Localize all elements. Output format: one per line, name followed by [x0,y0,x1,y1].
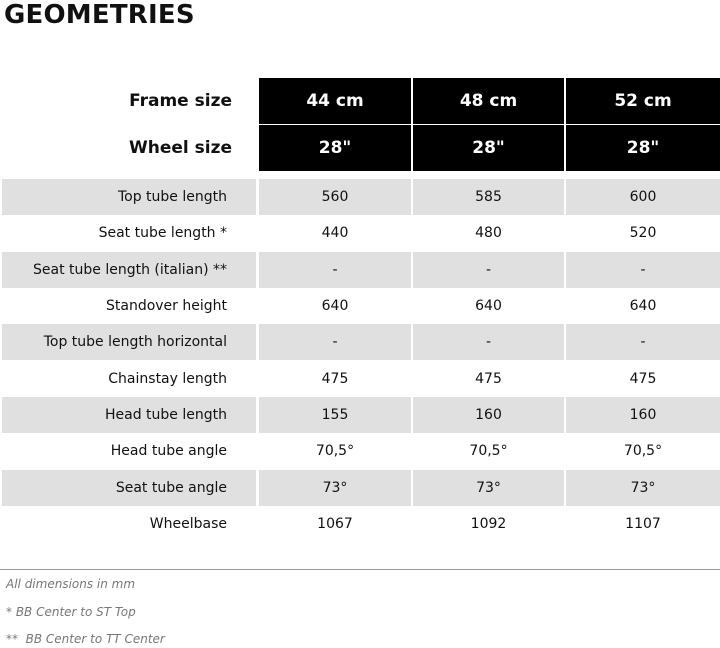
footnote-units: All dimensions in mm [6,577,136,591]
row-value: 475 [629,371,657,387]
frame-size-44: 44 cm [259,78,411,124]
row-label: Seat tube length (italian) ** [33,262,227,278]
row-value: 73° [476,480,501,496]
row-value: - [332,334,338,350]
table-row: Top tube length 560 585 600 [0,179,720,215]
row-label: Top tube length [117,189,227,205]
row-value: 440 [321,225,349,241]
row-value: 640 [321,298,349,314]
row-label: Chainstay length [108,371,227,387]
frame-size-row: Frame size 44 cm 48 cm 52 cm [0,78,720,124]
row-value: 560 [321,189,349,205]
row-label: Seat tube length * [98,225,227,241]
page-title: GEOMETRIES [4,0,195,30]
row-label: Top tube length horizontal [43,334,227,350]
row-value: 73° [322,480,348,496]
row-value: - [485,262,492,278]
wheel-size-label: Wheel size [128,138,232,158]
row-value: 70,5° [623,443,663,459]
row-value: - [640,262,646,278]
row-value: 70,5° [469,443,508,459]
row-value: 520 [629,225,657,241]
row-label: Head tube angle [110,443,227,459]
row-label: Wheelbase [149,516,227,532]
row-value: - [332,262,338,278]
row-value: 640 [629,298,657,314]
frame-size-label: Frame size [129,91,232,111]
row-value: 73° [630,480,656,496]
frame-size-52: 52 cm [566,78,720,124]
table-row: Standover height 640 640 640 [0,288,720,324]
table-row: Head tube angle 70,5° 70,5° 70,5° [0,433,720,469]
table-row: Top tube length horizontal - - - [0,324,720,360]
table-row: Seat tube length * 440 480 520 [0,215,720,251]
row-value: 70,5° [315,443,355,459]
row-value: 475 [475,371,502,387]
row-value: 600 [629,189,657,205]
footnote-italian: ** BB Center to TT Center [6,632,165,646]
footer-divider [0,569,720,570]
row-value: 480 [475,225,502,241]
frame-size-48: 48 cm [413,78,564,124]
footnote-seat-tube: * BB Center to ST Top [6,605,136,619]
table-row: Seat tube angle 73° 73° 73° [0,470,720,506]
row-value: 155 [321,407,349,423]
table-row: Wheelbase 1067 1092 1107 [0,506,720,542]
table-row: Chainstay length 475 475 475 [0,361,720,397]
wheel-size-48: 28" [413,125,564,171]
table-row: Head tube length 155 160 160 [0,397,720,433]
row-label: Standover height [105,298,227,314]
table-row: Seat tube length (italian) ** - - - [0,252,720,288]
row-value: 1067 [317,516,353,532]
row-value: 160 [475,407,502,423]
row-value: 1107 [625,516,661,532]
row-value: 585 [475,189,502,205]
wheel-size-44: 28" [259,125,411,171]
row-value: 475 [321,371,349,387]
wheel-size-52: 28" [566,125,720,171]
row-value: - [640,334,646,350]
row-value: 640 [475,298,502,314]
wheel-size-row: Wheel size 28" 28" 28" [0,125,720,171]
row-value: 160 [629,407,657,423]
row-value: 1092 [470,516,507,532]
row-value: - [485,334,492,350]
row-label: Head tube length [105,407,227,423]
row-label: Seat tube angle [115,480,227,496]
